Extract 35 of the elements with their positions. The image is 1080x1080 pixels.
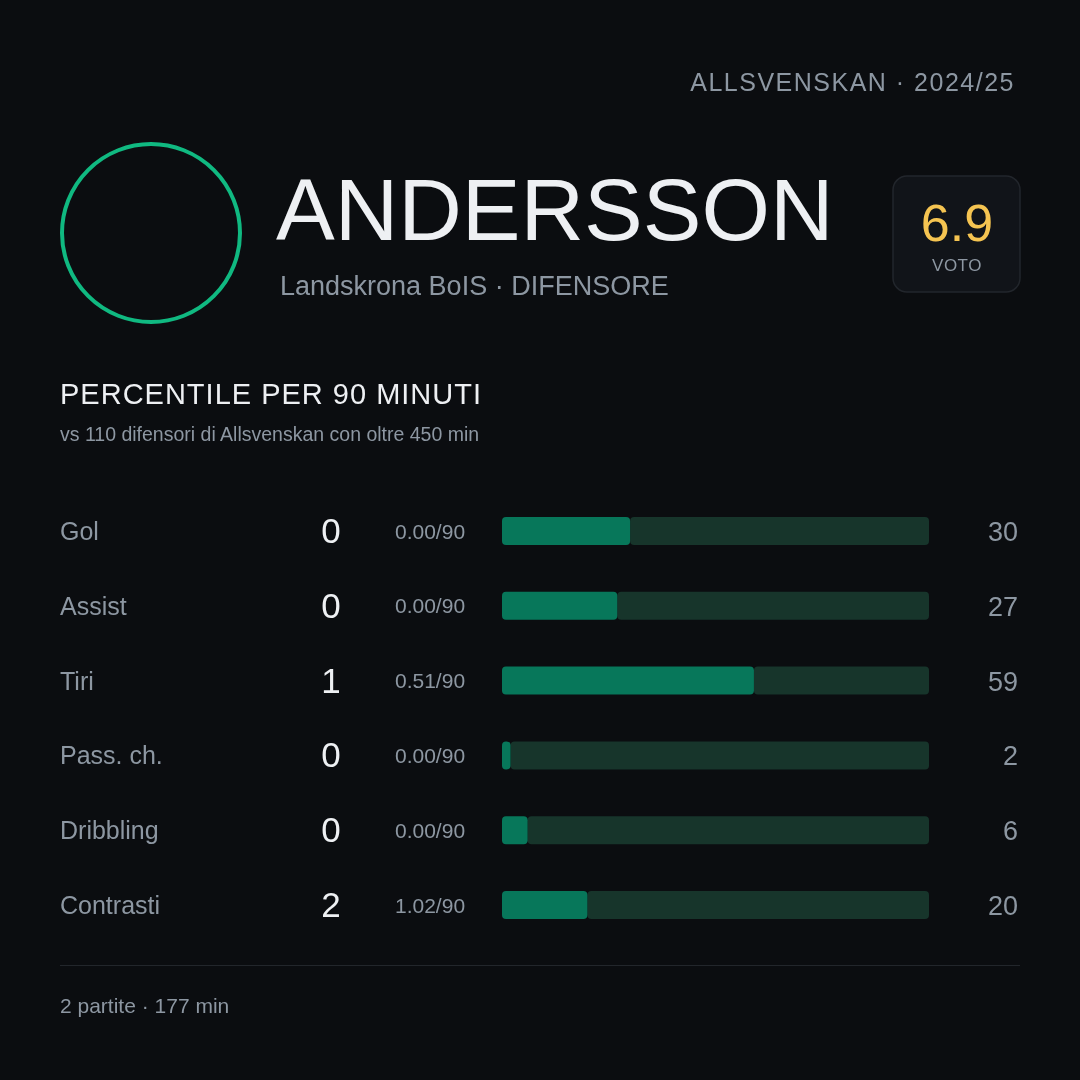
- data-label: 59: [987, 666, 1018, 697]
- data-label: 30: [987, 517, 1018, 547]
- text: vs 110 difensori di Allsvenskan con oltre 450 min: [60, 423, 480, 445]
- text: ANDERSSON: [276, 160, 834, 259]
- bar: [502, 891, 588, 919]
- text: 0.51/90: [395, 669, 466, 693]
- text: 6.9: [920, 194, 994, 252]
- chart-title: PERCENTILE PER 90 MINUTI: [60, 378, 483, 410]
- y-tick-label: Assist: [60, 591, 127, 620]
- y-tick-label: Pass. ch.: [60, 741, 163, 770]
- y-tick-label: Contrasti: [60, 891, 161, 919]
- text: 0: [321, 735, 341, 775]
- data-label: 2: [1002, 741, 1018, 772]
- text: 0.00/90: [395, 818, 466, 842]
- text: 1: [321, 660, 341, 700]
- text: 0: [321, 585, 341, 625]
- bar: [502, 741, 511, 770]
- data-label: 6: [1002, 816, 1018, 847]
- y-tick-label: Tiri: [60, 666, 94, 695]
- data-label: 27: [987, 591, 1018, 622]
- data-label: 20: [987, 891, 1018, 921]
- text: 2: [321, 885, 341, 924]
- text: VOTO: [932, 256, 982, 275]
- y-tick-label: Dribbling: [60, 816, 159, 845]
- y-tick-label: Gol: [60, 517, 99, 545]
- text: 2 partite · 177 min: [60, 994, 230, 1017]
- text: 0.00/90: [395, 743, 466, 767]
- text: 0: [321, 511, 341, 550]
- text: 0.00/90: [395, 594, 466, 618]
- text: ALLSVENSKAN · 2024/25: [690, 68, 1015, 96]
- text: 0.00/90: [395, 519, 466, 543]
- text: 1.02/90: [395, 893, 466, 917]
- bar: [502, 816, 528, 845]
- text: Landskrona BoIS · DIFENSORE: [280, 271, 669, 301]
- text: 0: [321, 810, 341, 850]
